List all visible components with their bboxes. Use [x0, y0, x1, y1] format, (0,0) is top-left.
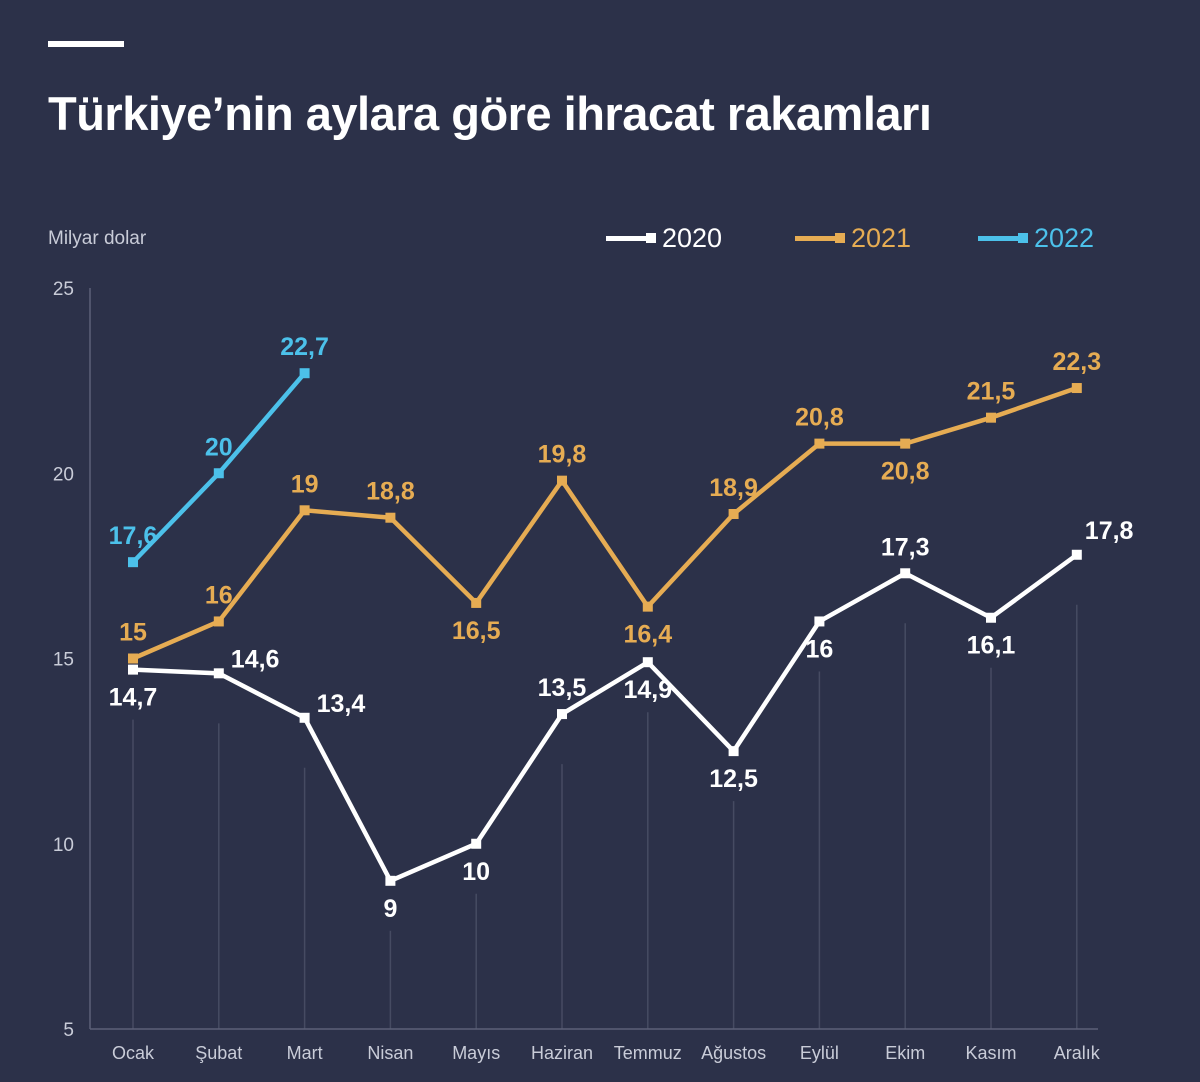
title-accent-bar — [48, 41, 124, 47]
data-point-2020 — [900, 568, 911, 579]
data-point-2021 — [557, 475, 567, 486]
series-line-2022 — [131, 371, 307, 564]
data-point-2021 — [642, 601, 653, 612]
data-label-2021: 18,8 — [366, 478, 415, 506]
data-label-2021: 20,8 — [795, 404, 844, 432]
legend-item-2020: 2020 — [606, 218, 722, 258]
data-label-2020: 12,5 — [709, 765, 758, 793]
data-label-2021: 16,5 — [452, 617, 501, 645]
y-tick-label: 25 — [53, 279, 74, 300]
data-point-2021 — [385, 512, 396, 523]
data-point-2020 — [1071, 549, 1082, 560]
data-point-2020 — [385, 875, 396, 886]
data-label-2020: 14,9 — [623, 676, 672, 704]
data-label-2022: 22,7 — [280, 333, 329, 361]
legend-item-2021: 2021 — [795, 218, 911, 258]
series-line-2021 — [132, 385, 1078, 661]
x-tick-label: Temmuz — [614, 1043, 682, 1063]
data-point-2021 — [986, 412, 996, 423]
data-label-2021: 16,4 — [623, 621, 672, 649]
y-axis-unit-label: Milyar dolar — [48, 228, 147, 249]
x-tick-label: Ağustos — [701, 1043, 766, 1063]
x-tick-label: Aralık — [1054, 1043, 1101, 1063]
data-point-2022 — [213, 468, 224, 479]
y-tick-label: 15 — [53, 650, 74, 671]
data-label-2020: 13,5 — [538, 674, 587, 702]
legend-label-2020: 2020 — [662, 222, 723, 253]
data-label-2021: 21,5 — [967, 378, 1016, 406]
data-label-2020: 13,4 — [317, 690, 366, 718]
chart-title: Türkiye’nin aylara göre ihracat rakamlar… — [48, 87, 932, 140]
data-label-2021: 18,9 — [709, 474, 758, 502]
data-label-2020: 16,1 — [967, 632, 1016, 660]
data-point-2022 — [128, 557, 138, 568]
data-label-2021: 15 — [119, 619, 147, 647]
x-tick-label: Eylül — [800, 1043, 839, 1063]
legend-label-2022: 2022 — [1034, 222, 1095, 253]
data-label-2020: 9 — [383, 895, 397, 923]
x-tick-label: Mart — [287, 1043, 323, 1063]
data-label-2021: 19,8 — [538, 441, 587, 469]
data-point-2020 — [728, 746, 739, 757]
data-point-2020 — [986, 612, 996, 623]
data-point-2021 — [1071, 383, 1082, 394]
data-label-2020: 16 — [805, 635, 833, 663]
data-point-2021 — [128, 653, 138, 664]
legend-label-2021: 2021 — [851, 222, 912, 253]
series-line-2020 — [132, 552, 1079, 884]
x-tick-label: Kasım — [965, 1043, 1016, 1063]
legend-swatch-2021 — [795, 232, 845, 243]
data-point-2020 — [213, 668, 224, 679]
data-label-2020: 17,3 — [881, 533, 930, 561]
data-point-2020 — [299, 712, 310, 723]
data-point-2021 — [213, 616, 224, 627]
y-tick-label: 10 — [53, 835, 74, 856]
data-point-2020 — [814, 616, 825, 627]
x-tick-label: Şubat — [195, 1043, 242, 1063]
data-point-2020 — [128, 664, 138, 675]
data-label-2022: 17,6 — [109, 522, 158, 550]
x-tick-label: Ocak — [112, 1043, 155, 1063]
data-label-2020: 14,7 — [109, 684, 158, 712]
x-tick-label: Ekim — [885, 1043, 925, 1063]
x-tick-label: Nisan — [367, 1043, 413, 1063]
data-point-2020 — [471, 838, 482, 849]
data-label-2021: 22,3 — [1052, 348, 1101, 376]
data-point-2021 — [900, 438, 911, 449]
legend: 2020 2021 2022 — [0, 218, 1200, 258]
data-label-2021: 16 — [205, 581, 233, 609]
data-point-2021 — [471, 597, 482, 608]
data-point-2021 — [299, 505, 310, 516]
y-tick-label: 20 — [53, 464, 74, 485]
data-point-2021 — [728, 509, 739, 520]
data-label-2021: 19 — [291, 470, 319, 498]
data-label-2021: 20,8 — [881, 458, 930, 486]
y-tick-label: 5 — [63, 1020, 74, 1041]
data-label-2020: 17,8 — [1085, 517, 1134, 545]
legend-swatch-2020 — [606, 232, 656, 243]
data-point-2020 — [557, 709, 567, 720]
data-point-2021 — [814, 438, 825, 449]
data-point-2020 — [642, 657, 653, 668]
legend-swatch-2022 — [978, 232, 1028, 243]
data-label-2022: 20 — [205, 433, 233, 461]
data-label-2020: 10 — [462, 858, 490, 886]
x-tick-label: Haziran — [531, 1043, 593, 1063]
legend-item-2022: 2022 — [978, 218, 1094, 258]
x-tick-label: Mayıs — [452, 1043, 500, 1063]
data-point-2022 — [299, 368, 310, 379]
data-label-2020: 14,6 — [231, 645, 280, 673]
